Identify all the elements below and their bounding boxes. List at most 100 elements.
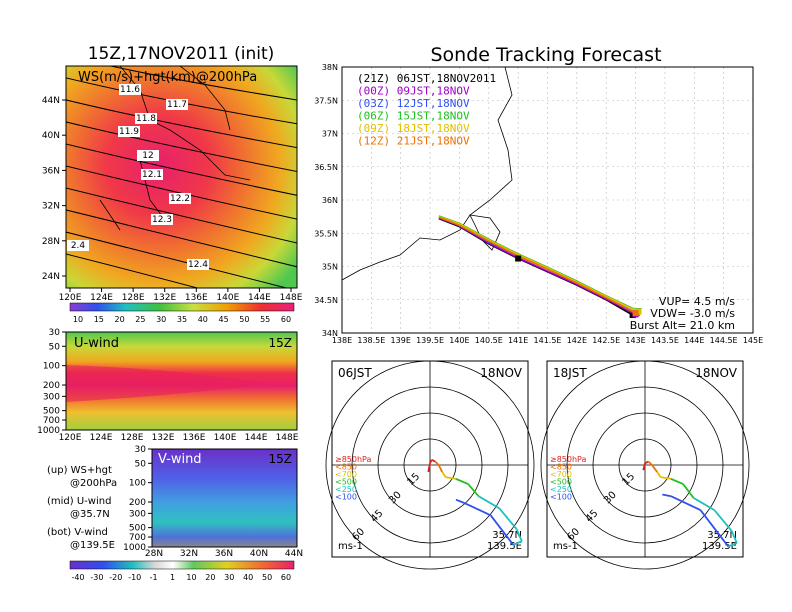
hodo-trace-segment	[647, 460, 653, 466]
track-series	[438, 215, 642, 319]
ws-hgt-map-panel: WS(m/s)+hgt(km)@200hPa 11.611.711.811.91…	[42, 65, 303, 324]
track-x-tick-label: 138E	[332, 336, 352, 345]
contour-label: 12	[142, 151, 153, 161]
track-x-tick-label: 143E	[625, 336, 645, 345]
map-x-tick-label: 136E	[185, 293, 208, 303]
u-x-tick-label: 132E	[152, 433, 175, 443]
v-wind-field	[152, 449, 297, 547]
contour-label-bg	[137, 150, 159, 161]
v-colorbar-label: 10	[186, 573, 196, 582]
hodo-trace-segment	[478, 495, 500, 510]
contour-label: 11.6	[120, 85, 140, 95]
v-colorbar	[69, 560, 295, 570]
v-wind-panel: V-wind 15Z 28N 32N 36N 40N 44N 30 50 100 200300…	[69, 445, 303, 582]
v-colorbar-label: 20	[205, 573, 215, 582]
map-x-tick-label: 144E	[248, 293, 271, 303]
track-y-tick-label: 35.5N	[314, 229, 338, 238]
hodo-trace-segment	[642, 463, 646, 471]
map-y-tick-label: 28N	[42, 237, 60, 247]
track-x-tick-label: 138.5E	[357, 336, 385, 345]
hodo-level-legend: <700	[335, 470, 357, 479]
map-x-tick-label: 124E	[90, 293, 113, 303]
v-colorbar-label: -20	[109, 573, 122, 582]
ws-colorbar-ticks: 10 15 20 25 30 35 40 45 50 55 60	[73, 315, 291, 324]
contour-label-bg	[135, 113, 157, 124]
contour-label-bg	[118, 126, 140, 137]
map-y-tick-label: 32N	[42, 202, 60, 212]
v-y-tick-label: 300	[129, 509, 146, 519]
hodo-trace-segment	[670, 478, 684, 485]
v-colorbar-label: -40	[71, 573, 84, 582]
u-x-tick-label: 120E	[59, 433, 82, 443]
v-x-tick-label: 40N	[250, 549, 268, 559]
v-x-tick-label: 32N	[180, 549, 198, 559]
track-y-tick-label: 34.5N	[314, 296, 338, 305]
u-y-tick-label: 50	[49, 342, 61, 352]
hodo-trace-segment	[656, 471, 662, 478]
map-y-tick-label: 40N	[42, 131, 60, 141]
hodo-level-legend: <100	[335, 493, 357, 502]
ws-colorbar-label: 40	[198, 315, 208, 324]
hodo-trace-segment	[660, 476, 672, 480]
height-contour	[66, 209, 297, 268]
v-x-tick-label: 44N	[285, 549, 303, 559]
note-line-4: @35.7N	[70, 509, 110, 520]
left-title: 15Z,17NOV2011 (init)	[88, 44, 275, 64]
track-legend-entry: (00Z) 09JST,18NOV	[357, 85, 470, 98]
v-colorbar-label: 30	[224, 573, 234, 582]
height-contour	[66, 121, 297, 172]
vdw-annotation: VDW= -3.0 m/s	[650, 307, 735, 320]
vup-annotation: VUP= 4.5 m/s	[659, 295, 735, 308]
map-x-tick-label: 128E	[122, 293, 145, 303]
v-y-tick-label: 200	[129, 498, 146, 508]
track-legend-entry: (21Z) 06JST,18NOV2011	[357, 72, 496, 85]
notes-block: (up) WS+hgt @200hPa (mid) U-wind @35.7N …	[47, 465, 117, 551]
hodo-loc-lon: 139.5E	[487, 541, 522, 552]
height-contour	[66, 231, 289, 288]
u-x-tick-label: 140E	[214, 433, 237, 443]
height-contour	[66, 165, 297, 220]
track-frame	[341, 66, 754, 334]
note-line-5: (bot) V-wind	[47, 527, 108, 538]
hodo-trace-segment	[467, 483, 480, 497]
height-contour	[66, 187, 297, 244]
contour-label-bg	[187, 259, 209, 270]
note-line-1: (up) WS+hgt	[47, 465, 112, 476]
hodo-trace-segment	[670, 495, 701, 511]
track-y-tick-label: 36N	[322, 196, 338, 205]
hodo-trace-segment	[713, 509, 733, 532]
map-frame	[65, 65, 298, 289]
contour-labels: 11.6 11.7 11.8 11.9 12 12.1 12.2 12.3 2.4 12.4	[67, 84, 209, 270]
hodo-trace-segment	[455, 478, 469, 485]
track-x-tick-label: 144.5E	[710, 336, 738, 345]
track-x-tick-label: 142E	[567, 336, 587, 345]
map-y-tick-label: 24N	[42, 272, 60, 282]
v-x-tick-label: 36N	[215, 549, 233, 559]
v-x-tick-label: 28N	[145, 549, 163, 559]
contour-label-bg	[169, 193, 191, 204]
hodo-trace-segment	[727, 542, 738, 548]
v-y-tick-label: 100	[129, 479, 146, 489]
u-y-tick-label: 1000	[37, 426, 60, 436]
ws-colorbar-label: 30	[156, 315, 166, 324]
track-end-marker	[632, 310, 639, 317]
track-x-tick-label: 139E	[391, 336, 411, 345]
track-x-ticks: 138E 138.5E 139E 139.5E 140E 140.5E 141E 141.5E…	[332, 336, 763, 345]
hodo-level-legend: ≥850hPa	[550, 455, 587, 464]
v-colorbar-label: -1	[150, 573, 158, 582]
hodo-level-legend: <850	[550, 463, 572, 472]
track-x-tick-label: 141E	[508, 336, 528, 345]
track-x-tick-label: 141.5E	[534, 336, 562, 345]
ws-colorbar-label: 25	[135, 315, 145, 324]
map-y-tick-label: 44N	[42, 96, 60, 106]
hodo-trace-segment	[512, 540, 523, 546]
hodo-level-legend: <250	[550, 485, 572, 494]
track-y-tick-label: 34N	[322, 329, 338, 338]
hodo-level-legend: ≥850hPa	[335, 455, 372, 464]
u-wind-frame	[65, 331, 298, 431]
contour-label-bg	[166, 99, 188, 110]
v-x-ticks: 28N 32N 36N 40N 44N	[145, 549, 303, 559]
